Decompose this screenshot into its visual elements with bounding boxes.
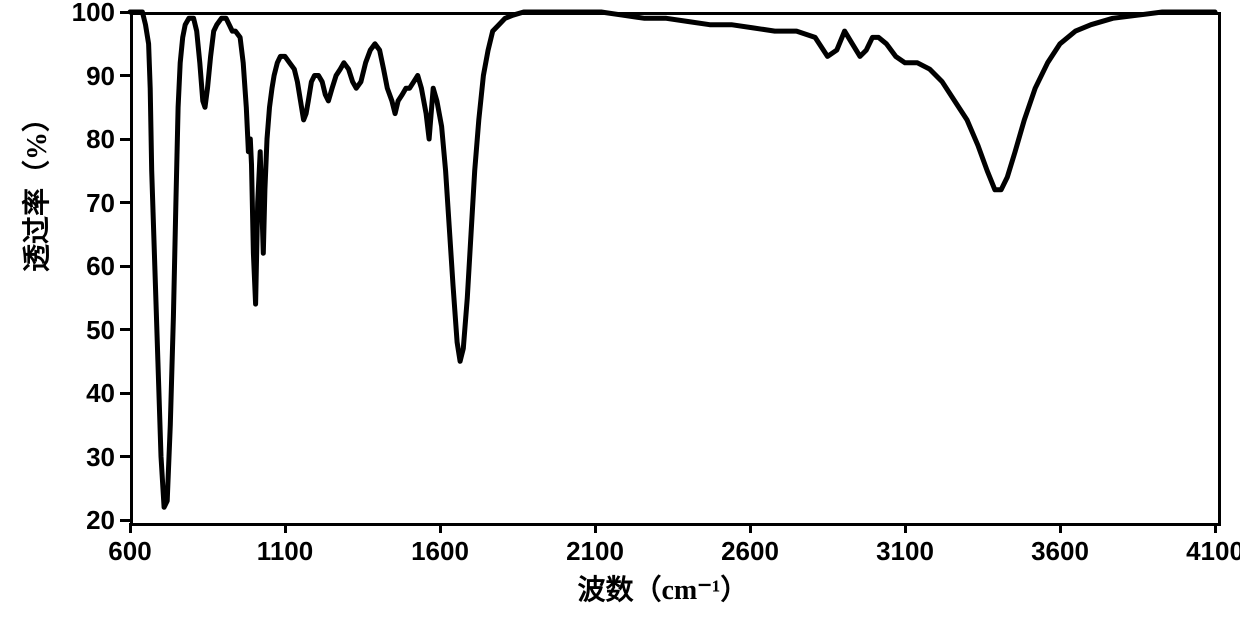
x-tick bbox=[284, 523, 287, 533]
x-tick bbox=[594, 523, 597, 533]
y-tick bbox=[120, 328, 130, 331]
y-tick bbox=[120, 74, 130, 77]
x-tick-label: 2600 bbox=[710, 536, 790, 567]
y-tick bbox=[120, 455, 130, 458]
x-tick bbox=[439, 523, 442, 533]
y-tick-label: 60 bbox=[55, 251, 115, 282]
spectrum-line bbox=[0, 0, 1240, 620]
x-tick bbox=[904, 523, 907, 533]
y-tick-label: 30 bbox=[55, 442, 115, 473]
x-tick bbox=[129, 523, 132, 533]
y-tick bbox=[120, 519, 130, 522]
y-tick bbox=[120, 11, 130, 14]
y-tick bbox=[120, 392, 130, 395]
y-tick bbox=[120, 201, 130, 204]
y-tick-label: 80 bbox=[55, 124, 115, 155]
x-tick-label: 1100 bbox=[245, 536, 325, 567]
ir-spectrum-chart: 透过率（%） 波数（cm⁻¹） 203040506070809010060011… bbox=[0, 0, 1240, 620]
x-tick bbox=[749, 523, 752, 533]
y-tick bbox=[120, 138, 130, 141]
y-tick-label: 40 bbox=[55, 378, 115, 409]
y-tick-label: 70 bbox=[55, 188, 115, 219]
y-tick-label: 20 bbox=[55, 505, 115, 536]
x-tick-label: 4100 bbox=[1175, 536, 1240, 567]
y-tick-label: 100 bbox=[55, 0, 115, 28]
x-tick-label: 600 bbox=[90, 536, 170, 567]
x-tick bbox=[1059, 523, 1062, 533]
x-tick-label: 3100 bbox=[865, 536, 945, 567]
y-tick-label: 50 bbox=[55, 315, 115, 346]
y-tick-label: 90 bbox=[55, 61, 115, 92]
x-tick-label: 1600 bbox=[400, 536, 480, 567]
x-tick-label: 3600 bbox=[1020, 536, 1100, 567]
x-tick-label: 2100 bbox=[555, 536, 635, 567]
x-tick bbox=[1214, 523, 1217, 533]
y-tick bbox=[120, 265, 130, 268]
